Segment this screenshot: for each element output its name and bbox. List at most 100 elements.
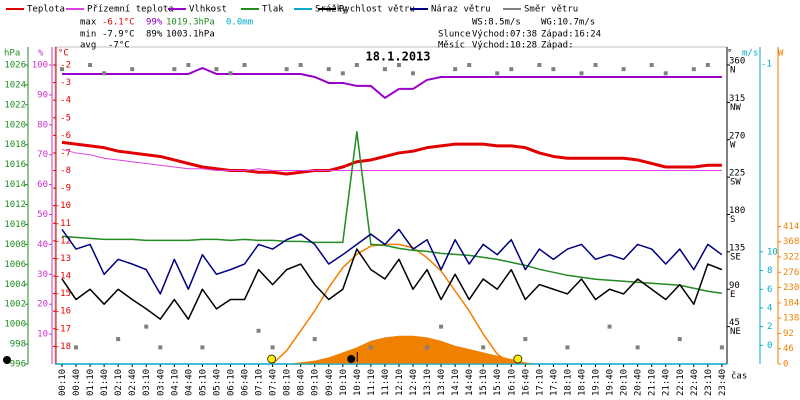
direction-marker (495, 71, 500, 76)
y-tick-label: -11 (55, 219, 71, 229)
direction-marker (551, 67, 556, 72)
direction-marker (144, 324, 149, 329)
y-tick-label: -4 (60, 96, 71, 106)
info-label: min (80, 30, 96, 40)
x-tick-label: 14:40 (465, 369, 475, 396)
direction-marker (649, 63, 654, 67)
y-tick-label: -5 (60, 113, 71, 123)
y-tick-label: 998 (10, 340, 26, 350)
direction-marker (200, 345, 205, 350)
y-tick-label: 270 (729, 131, 745, 141)
direction-marker (411, 71, 415, 76)
info-value: 10:28 (510, 41, 537, 51)
sunrise-marker (267, 354, 277, 364)
direction-marker (523, 337, 528, 342)
info-value: -7.9°C (102, 30, 135, 40)
y-tick-label: 80 (37, 120, 48, 130)
y-tick-label: 10 (37, 330, 48, 340)
y-tick-label: -17 (55, 324, 71, 334)
x-tick-label: 02:10 (114, 369, 124, 396)
series-line (61, 148, 722, 172)
axis-title: hPa (4, 49, 20, 59)
legend-label: Teplota (27, 5, 65, 15)
info-value: WS:8.5m/s (472, 18, 521, 28)
legend-label: Směr větru (524, 5, 578, 15)
x-tick-label: 04:40 (184, 369, 194, 396)
info-label: Západ: (541, 41, 574, 51)
axis-title: ° (727, 49, 732, 59)
y-tick-label: -2 (60, 61, 71, 71)
y-tick-label: 10 (767, 247, 778, 257)
y-tick-label: 138 (783, 314, 799, 324)
y-tick-label: 996 (10, 360, 26, 370)
direction-marker (368, 345, 373, 350)
x-tick-label: 19:40 (606, 369, 616, 396)
y-tick-label: 276 (783, 268, 799, 278)
y-tick-label: 1012 (4, 200, 26, 210)
y-tick-label: 1004 (4, 280, 26, 290)
x-tick-label: 10:40 (353, 369, 363, 396)
info-value: 99% (146, 18, 163, 28)
direction-marker (579, 71, 584, 76)
x-tick-label: 20:40 (634, 369, 644, 396)
direction-marker (565, 345, 570, 350)
direction-marker (256, 328, 261, 333)
x-tick-label: 19:10 (592, 369, 602, 396)
x-tick-label: 07:10 (255, 369, 265, 396)
x-tick-label: 06:40 (241, 369, 251, 396)
legend-label: Vlhkost (189, 5, 227, 15)
y-tick-label: 40 (37, 240, 48, 250)
direction-marker (74, 345, 79, 350)
y-tick-label: 1020 (4, 120, 26, 130)
axis-title: % (38, 49, 44, 59)
x-tick-label: 18:10 (563, 369, 573, 396)
axis-note: -1 (761, 60, 772, 70)
x-tick-label: 13:10 (423, 369, 433, 396)
direction-marker (270, 345, 275, 350)
corner-dot (3, 356, 11, 364)
y-tick-label: 322 (783, 253, 799, 263)
direction-marker (354, 63, 359, 67)
direction-marker (102, 71, 107, 76)
x-axis-label: čas (731, 371, 747, 382)
y-tick-label: 4 (767, 303, 772, 313)
y-tick-label: 315 (729, 94, 745, 104)
y-tick-label: -10 (55, 201, 71, 211)
x-tick-label: 18:40 (577, 369, 587, 396)
x-tick-label: 14:10 (451, 369, 461, 396)
direction-marker (186, 63, 191, 67)
direction-marker (298, 63, 303, 67)
x-tick-label: 21:40 (662, 369, 672, 396)
info-label: Západ: (541, 30, 574, 40)
y-tick-label: 90 (729, 281, 740, 291)
y-tick-label: 6 (767, 285, 772, 295)
y-tick-label: 1016 (4, 160, 26, 170)
direction-name: N (730, 66, 735, 76)
direction-marker (88, 63, 93, 67)
y-tick-label: -7 (60, 148, 71, 158)
direction-marker (705, 63, 710, 67)
legend-label: Rychlost větru (339, 5, 415, 15)
y-tick-label: 20 (37, 300, 48, 310)
y-tick-label: 1014 (4, 180, 26, 190)
info-label: Slunce (438, 30, 471, 40)
x-tick-label: 04:10 (170, 369, 180, 396)
axis-title: m/s (742, 49, 758, 59)
y-tick-label: -18 (55, 342, 71, 352)
y-tick-label: 46 (783, 344, 794, 354)
x-tick-label: 15:40 (493, 369, 503, 396)
direction-name: NW (730, 103, 741, 113)
info-label: Měsíc (438, 41, 465, 51)
x-tick-label: 10:10 (339, 369, 349, 396)
direction-name: W (730, 140, 736, 150)
y-tick-label: 90 (37, 90, 48, 100)
y-tick-label: 0 (783, 360, 788, 370)
y-tick-label: 230 (783, 283, 799, 293)
sunset-marker (513, 354, 523, 364)
x-tick-label: 00:10 (58, 369, 68, 396)
y-tick-label: 2 (767, 322, 772, 332)
x-tick-label: 13:40 (437, 369, 447, 396)
x-tick-label: 08:40 (297, 369, 307, 396)
direction-marker (228, 71, 233, 76)
legend-label: Tlak (262, 5, 284, 15)
